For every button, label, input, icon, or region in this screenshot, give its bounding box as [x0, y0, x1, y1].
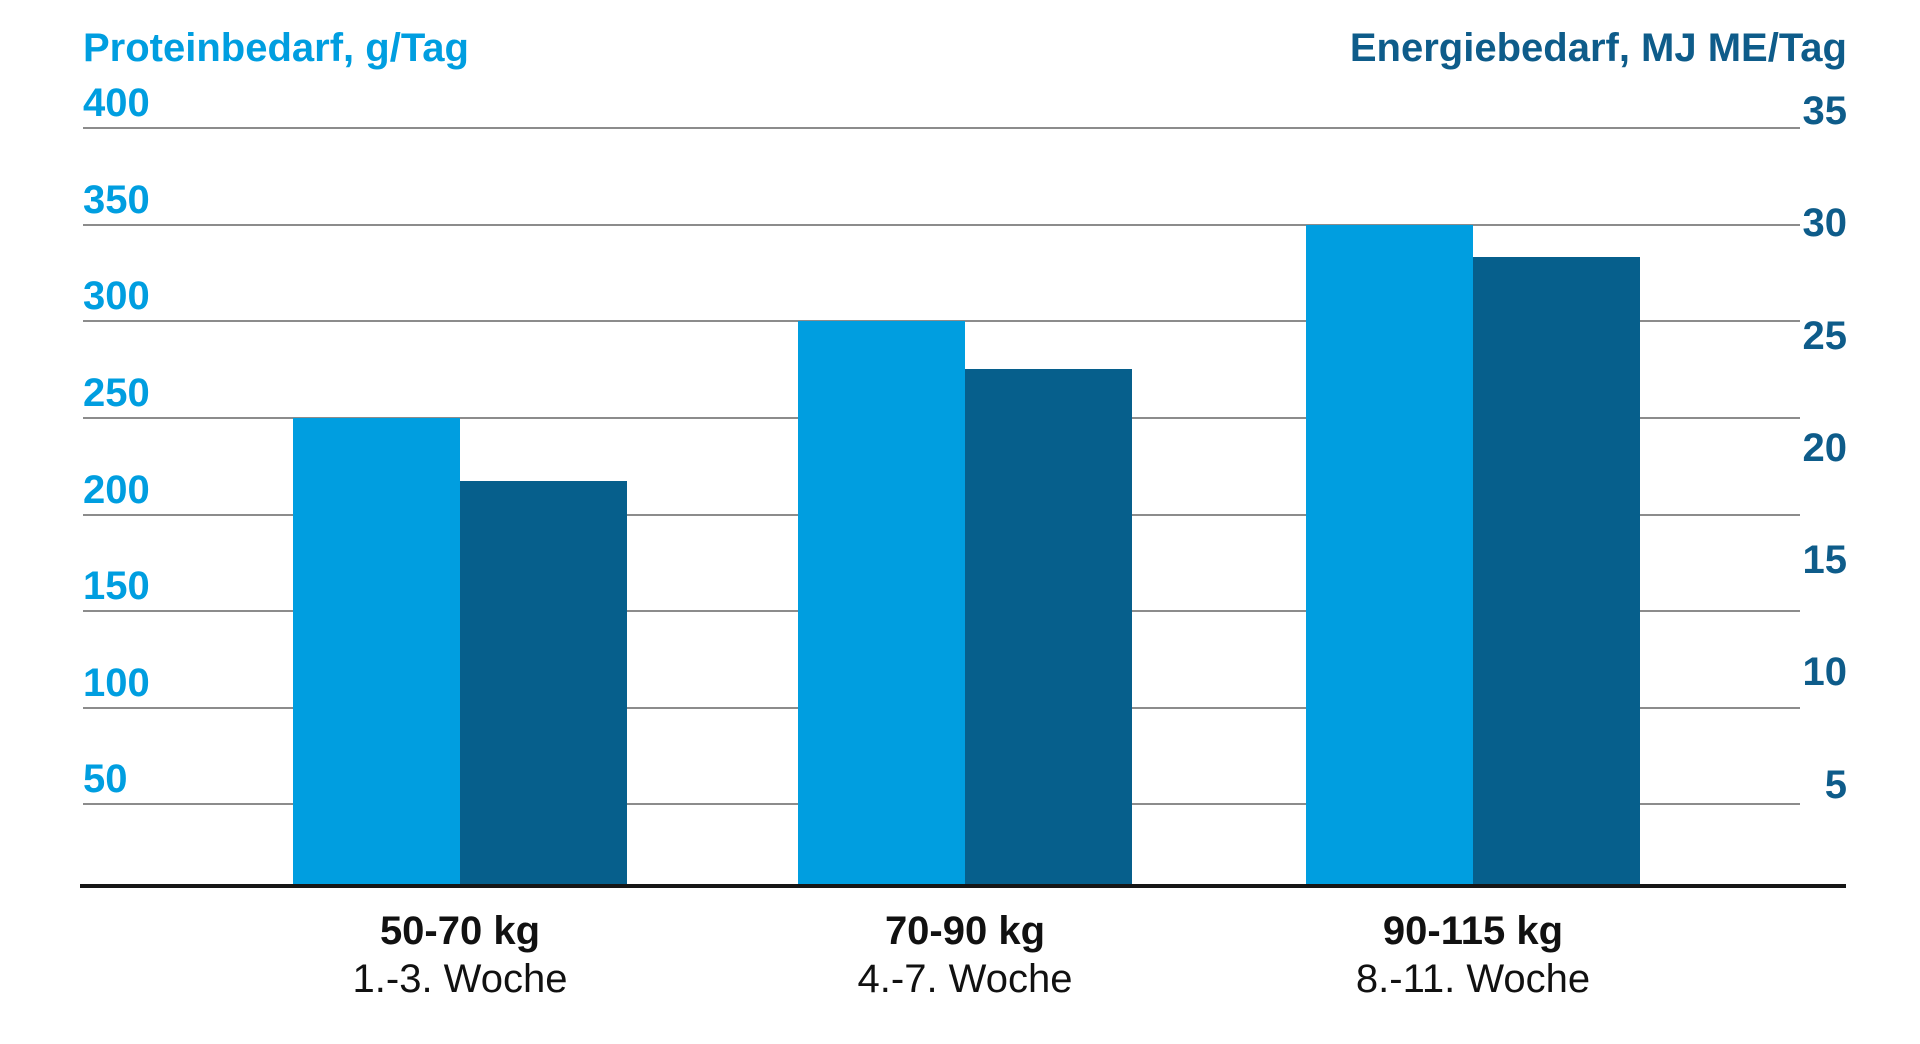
protein-bar: [293, 418, 460, 886]
right-tick-label: 30: [1802, 201, 1848, 246]
category-week-label: 8.-11. Woche: [1355, 957, 1591, 1001]
category-week-label: 1.-3. Woche: [352, 957, 568, 1001]
right-tick-label: 10: [1802, 650, 1848, 695]
category-label: 70-90 kg 4.-7. Woche: [795, 906, 1135, 1002]
left-tick-label: 200: [83, 467, 150, 512]
left-tick-label: 400: [83, 81, 150, 126]
protein-bar: [1306, 224, 1473, 886]
left-tick-label: 350: [83, 177, 150, 222]
gridline: [83, 223, 1800, 226]
right-tick-label: 15: [1802, 538, 1848, 583]
right-tick-label: 5: [1824, 762, 1847, 807]
category-label: 50-70 kg 1.-3. Woche: [290, 906, 630, 1002]
right-axis-title: Energiebedarf, MJ ME/Tag: [1349, 26, 1847, 70]
energy-bar: [965, 369, 1132, 886]
right-tick-label: 20: [1802, 425, 1848, 470]
energy-bar: [460, 481, 627, 886]
x-axis-line: [80, 884, 1846, 888]
protein-bar: [798, 321, 965, 886]
left-axis-title: Proteinbedarf, g/Tag: [83, 26, 469, 70]
right-tick-label: 35: [1802, 88, 1848, 133]
energy-bar: [1473, 256, 1640, 886]
left-tick-label: 150: [83, 564, 150, 609]
right-tick-label: 25: [1802, 313, 1848, 358]
left-tick-label: 100: [83, 660, 150, 705]
left-tick-label: 250: [83, 371, 150, 415]
left-tick-label: 300: [83, 274, 150, 319]
category-weight-label: 50-70 kg: [379, 909, 541, 953]
gridline: [83, 127, 1800, 130]
category-weight-label: 90-115 kg: [1382, 909, 1564, 953]
category-label: 90-115 kg 8.-11. Woche: [1303, 906, 1643, 1002]
category-weight-label: 70-90 kg: [884, 909, 1046, 953]
category-week-label: 4.-7. Woche: [857, 957, 1073, 1001]
left-tick-label: 50: [83, 757, 128, 802]
